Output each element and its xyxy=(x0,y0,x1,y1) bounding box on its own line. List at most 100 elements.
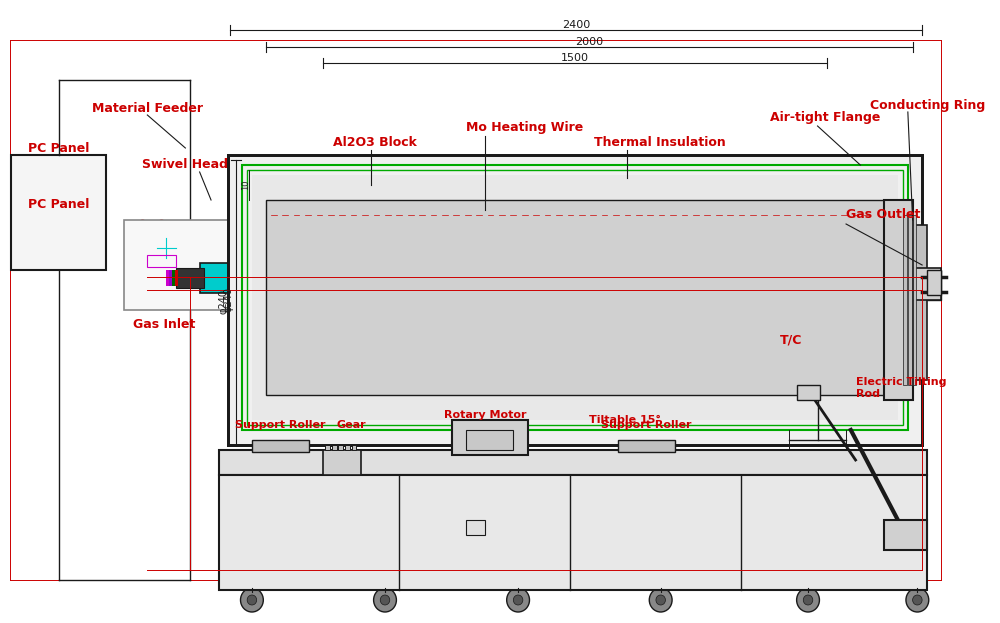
Circle shape xyxy=(652,341,656,345)
Circle shape xyxy=(377,224,380,227)
Circle shape xyxy=(795,381,798,384)
Circle shape xyxy=(320,392,323,396)
Circle shape xyxy=(710,297,712,300)
Circle shape xyxy=(757,272,760,275)
Circle shape xyxy=(463,267,468,272)
Circle shape xyxy=(584,301,587,305)
Circle shape xyxy=(643,237,646,239)
Circle shape xyxy=(766,309,770,313)
Circle shape xyxy=(662,249,665,252)
Circle shape xyxy=(472,333,475,336)
Circle shape xyxy=(653,260,655,264)
Circle shape xyxy=(862,356,865,359)
Circle shape xyxy=(852,297,855,300)
Circle shape xyxy=(538,293,542,297)
Circle shape xyxy=(424,249,427,252)
Circle shape xyxy=(301,381,309,389)
Circle shape xyxy=(339,285,342,287)
Circle shape xyxy=(510,333,513,336)
Circle shape xyxy=(849,381,857,389)
Circle shape xyxy=(586,392,589,396)
Circle shape xyxy=(453,260,456,264)
Circle shape xyxy=(159,220,164,226)
Circle shape xyxy=(757,381,760,384)
Circle shape xyxy=(786,237,789,239)
Circle shape xyxy=(462,320,465,323)
Bar xyxy=(884,520,927,550)
Circle shape xyxy=(405,333,408,336)
Circle shape xyxy=(766,341,770,345)
Circle shape xyxy=(386,285,389,287)
Circle shape xyxy=(567,345,570,348)
Circle shape xyxy=(434,308,437,312)
Circle shape xyxy=(462,381,465,384)
Circle shape xyxy=(643,381,646,384)
Circle shape xyxy=(424,392,427,396)
Circle shape xyxy=(394,333,397,337)
Circle shape xyxy=(405,308,408,312)
Circle shape xyxy=(329,381,332,384)
Circle shape xyxy=(652,349,656,353)
Circle shape xyxy=(614,293,618,297)
Circle shape xyxy=(881,381,884,384)
Circle shape xyxy=(652,325,656,329)
Circle shape xyxy=(439,301,443,305)
Circle shape xyxy=(263,356,266,359)
Circle shape xyxy=(862,249,865,252)
Circle shape xyxy=(558,368,560,371)
Circle shape xyxy=(393,381,400,389)
Circle shape xyxy=(492,309,496,313)
Circle shape xyxy=(767,212,770,216)
Circle shape xyxy=(795,320,798,323)
Circle shape xyxy=(767,356,770,359)
Circle shape xyxy=(529,285,532,287)
Circle shape xyxy=(333,333,337,337)
Circle shape xyxy=(729,224,732,227)
Circle shape xyxy=(672,212,674,216)
Bar xyxy=(228,155,922,445)
Bar xyxy=(247,170,903,425)
Circle shape xyxy=(720,267,725,272)
Circle shape xyxy=(596,260,598,264)
Circle shape xyxy=(833,356,836,359)
Circle shape xyxy=(751,349,755,353)
Circle shape xyxy=(377,356,380,359)
Circle shape xyxy=(434,285,437,287)
Circle shape xyxy=(862,285,865,287)
Circle shape xyxy=(484,381,491,389)
Circle shape xyxy=(529,249,532,252)
Circle shape xyxy=(405,297,408,300)
Circle shape xyxy=(396,392,399,396)
Circle shape xyxy=(378,267,383,272)
Circle shape xyxy=(263,224,266,227)
Circle shape xyxy=(713,341,717,345)
Circle shape xyxy=(748,308,751,312)
Circle shape xyxy=(719,381,722,384)
Circle shape xyxy=(814,297,817,300)
Circle shape xyxy=(320,381,323,384)
Circle shape xyxy=(301,272,304,275)
Circle shape xyxy=(539,356,541,359)
Circle shape xyxy=(824,368,827,371)
Circle shape xyxy=(700,297,703,300)
Circle shape xyxy=(424,368,427,371)
Circle shape xyxy=(443,333,446,336)
Circle shape xyxy=(624,249,627,252)
Circle shape xyxy=(454,309,458,313)
Circle shape xyxy=(860,381,868,389)
Circle shape xyxy=(645,317,648,321)
Circle shape xyxy=(443,201,446,204)
Circle shape xyxy=(605,285,608,287)
Circle shape xyxy=(515,333,519,337)
Circle shape xyxy=(548,345,551,348)
Circle shape xyxy=(596,237,598,239)
Circle shape xyxy=(814,308,817,312)
Circle shape xyxy=(634,381,636,384)
Circle shape xyxy=(814,224,817,227)
Circle shape xyxy=(501,297,503,300)
Circle shape xyxy=(719,392,722,396)
Circle shape xyxy=(848,267,853,272)
Bar xyxy=(124,220,238,310)
Circle shape xyxy=(681,320,684,323)
Circle shape xyxy=(558,285,560,287)
